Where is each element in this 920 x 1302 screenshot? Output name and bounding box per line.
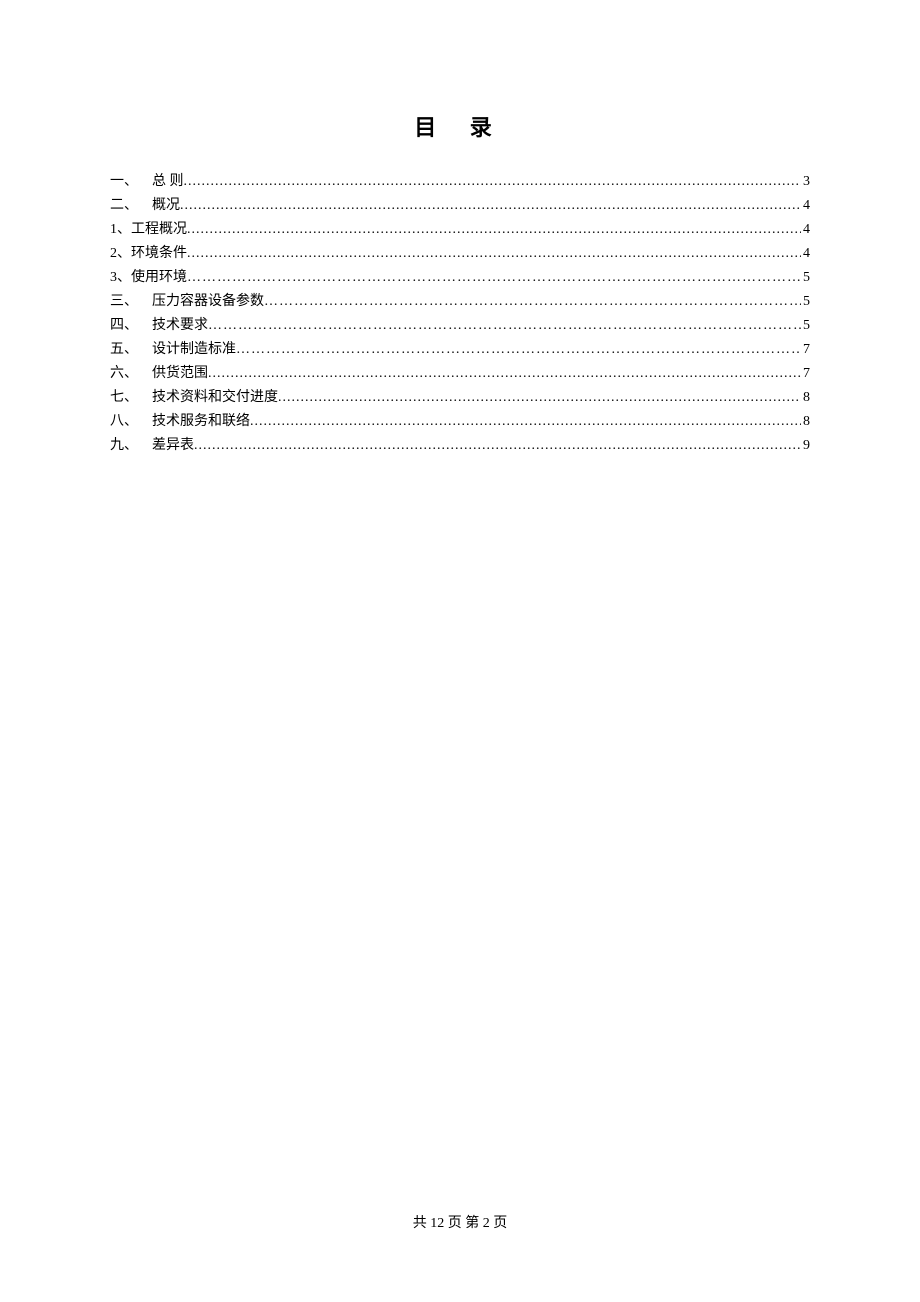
toc-entry-indent <box>138 338 152 362</box>
toc-entry-page: 5 <box>801 266 810 290</box>
toc-entry-indent <box>138 170 152 194</box>
toc-entry-page: 4 <box>801 218 810 242</box>
footer-total: 12 <box>430 1216 444 1231</box>
toc-entry-number: 六、 <box>110 362 138 386</box>
toc-entry: 八、 技术服务和联络..............................… <box>110 410 810 434</box>
toc-entry: 1、工程概况..................................… <box>110 218 810 242</box>
toc-entry-number: 八、 <box>110 410 138 434</box>
toc-entry-page: 7 <box>801 338 810 362</box>
toc-entry: 六、 供货范围.................................… <box>110 362 810 386</box>
toc-entry-leader: ........................................… <box>184 170 802 194</box>
toc-entry-indent <box>138 410 152 434</box>
toc-entry-indent <box>138 314 152 338</box>
toc-entry-leader: …………………………………………………………………………………………………………… <box>236 338 801 362</box>
toc-entry: 三、 压力容器设备参数……………………………………………………………………………… <box>110 290 810 314</box>
toc-entry-number: 九、 <box>110 434 138 458</box>
toc-entry-page: 5 <box>801 290 810 314</box>
toc-entry-page: 7 <box>801 362 810 386</box>
toc-entry-indent <box>138 362 152 386</box>
toc-entry-text: 总 则 <box>152 170 184 194</box>
toc-entry-text: 供货范围 <box>152 362 208 386</box>
toc-entry-indent <box>138 194 152 218</box>
toc-entry-number: 三、 <box>110 290 138 314</box>
toc-entry-text: 使用环境 <box>131 266 187 290</box>
toc-entry: 五、 设计制造标准…………………………………………………………………………………… <box>110 338 810 362</box>
toc-entry-leader: ........................................… <box>208 362 801 386</box>
toc-entry-indent <box>138 386 152 410</box>
toc-entry-leader: …………………………………………………………………………………………………………… <box>187 266 801 290</box>
toc-entry-text: 概况 <box>152 194 180 218</box>
footer-mid: 页 第 <box>448 1216 480 1231</box>
toc-entry-text: 技术服务和联络 <box>152 410 250 434</box>
toc-list: 一、 总 则..................................… <box>110 170 810 458</box>
toc-entry: 一、 总 则..................................… <box>110 170 810 194</box>
toc-entry: 四、 技术要求………………………………………………………………………………………… <box>110 314 810 338</box>
toc-title: 目 录 <box>110 110 810 142</box>
toc-entry: 七、 技术资料和交付进度............................… <box>110 386 810 410</box>
footer-current: 2 <box>483 1216 490 1231</box>
toc-entry-leader: ........................................… <box>194 434 801 458</box>
toc-entry-text: 压力容器设备参数 <box>152 290 264 314</box>
toc-entry-page: 8 <box>801 386 810 410</box>
toc-entry-text: 技术资料和交付进度 <box>152 386 278 410</box>
page-container: 目 录 一、 总 则..............................… <box>0 0 920 458</box>
page-footer: 共 12 页 第 2 页 <box>0 1212 920 1232</box>
toc-entry-leader: ........................................… <box>278 386 801 410</box>
toc-entry-text: 技术要求 <box>152 314 208 338</box>
toc-entry-leader: ........................................… <box>187 218 801 242</box>
toc-entry-number: 1、 <box>110 218 131 242</box>
toc-entry-leader: …………………………………………………………………………………………………………… <box>208 314 801 338</box>
toc-entry-leader: ........................................… <box>180 194 801 218</box>
toc-entry-leader: …………………………………………………………………………………………………………… <box>264 290 801 314</box>
toc-entry-page: 5 <box>801 314 810 338</box>
toc-entry-number: 一、 <box>110 170 138 194</box>
footer-prefix: 共 <box>413 1216 427 1231</box>
toc-entry-number: 3、 <box>110 266 131 290</box>
toc-entry-leader: ........................................… <box>250 410 801 434</box>
toc-entry: 九、 差异表..................................… <box>110 434 810 458</box>
toc-entry-number: 二、 <box>110 194 138 218</box>
toc-entry-indent <box>138 290 152 314</box>
toc-entry-number: 五、 <box>110 338 138 362</box>
toc-entry-page: 9 <box>801 434 810 458</box>
footer-suffix: 页 <box>493 1216 507 1231</box>
toc-entry-leader: ........................................… <box>187 242 801 266</box>
toc-entry-indent <box>138 434 152 458</box>
toc-entry-number: 七、 <box>110 386 138 410</box>
toc-entry-page: 8 <box>801 410 810 434</box>
toc-entry-text: 环境条件 <box>131 242 187 266</box>
toc-entry-page: 4 <box>801 194 810 218</box>
toc-entry: 3、使用环境…………………………………………………………………………………………… <box>110 266 810 290</box>
toc-entry-number: 2、 <box>110 242 131 266</box>
toc-entry-text: 工程概况 <box>131 218 187 242</box>
toc-entry-text: 差异表 <box>152 434 194 458</box>
toc-entry-text: 设计制造标准 <box>152 338 236 362</box>
toc-entry-number: 四、 <box>110 314 138 338</box>
toc-entry-page: 3 <box>801 170 810 194</box>
toc-entry-page: 4 <box>801 242 810 266</box>
toc-entry: 二、 概况...................................… <box>110 194 810 218</box>
toc-entry: 2、环境条件..................................… <box>110 242 810 266</box>
